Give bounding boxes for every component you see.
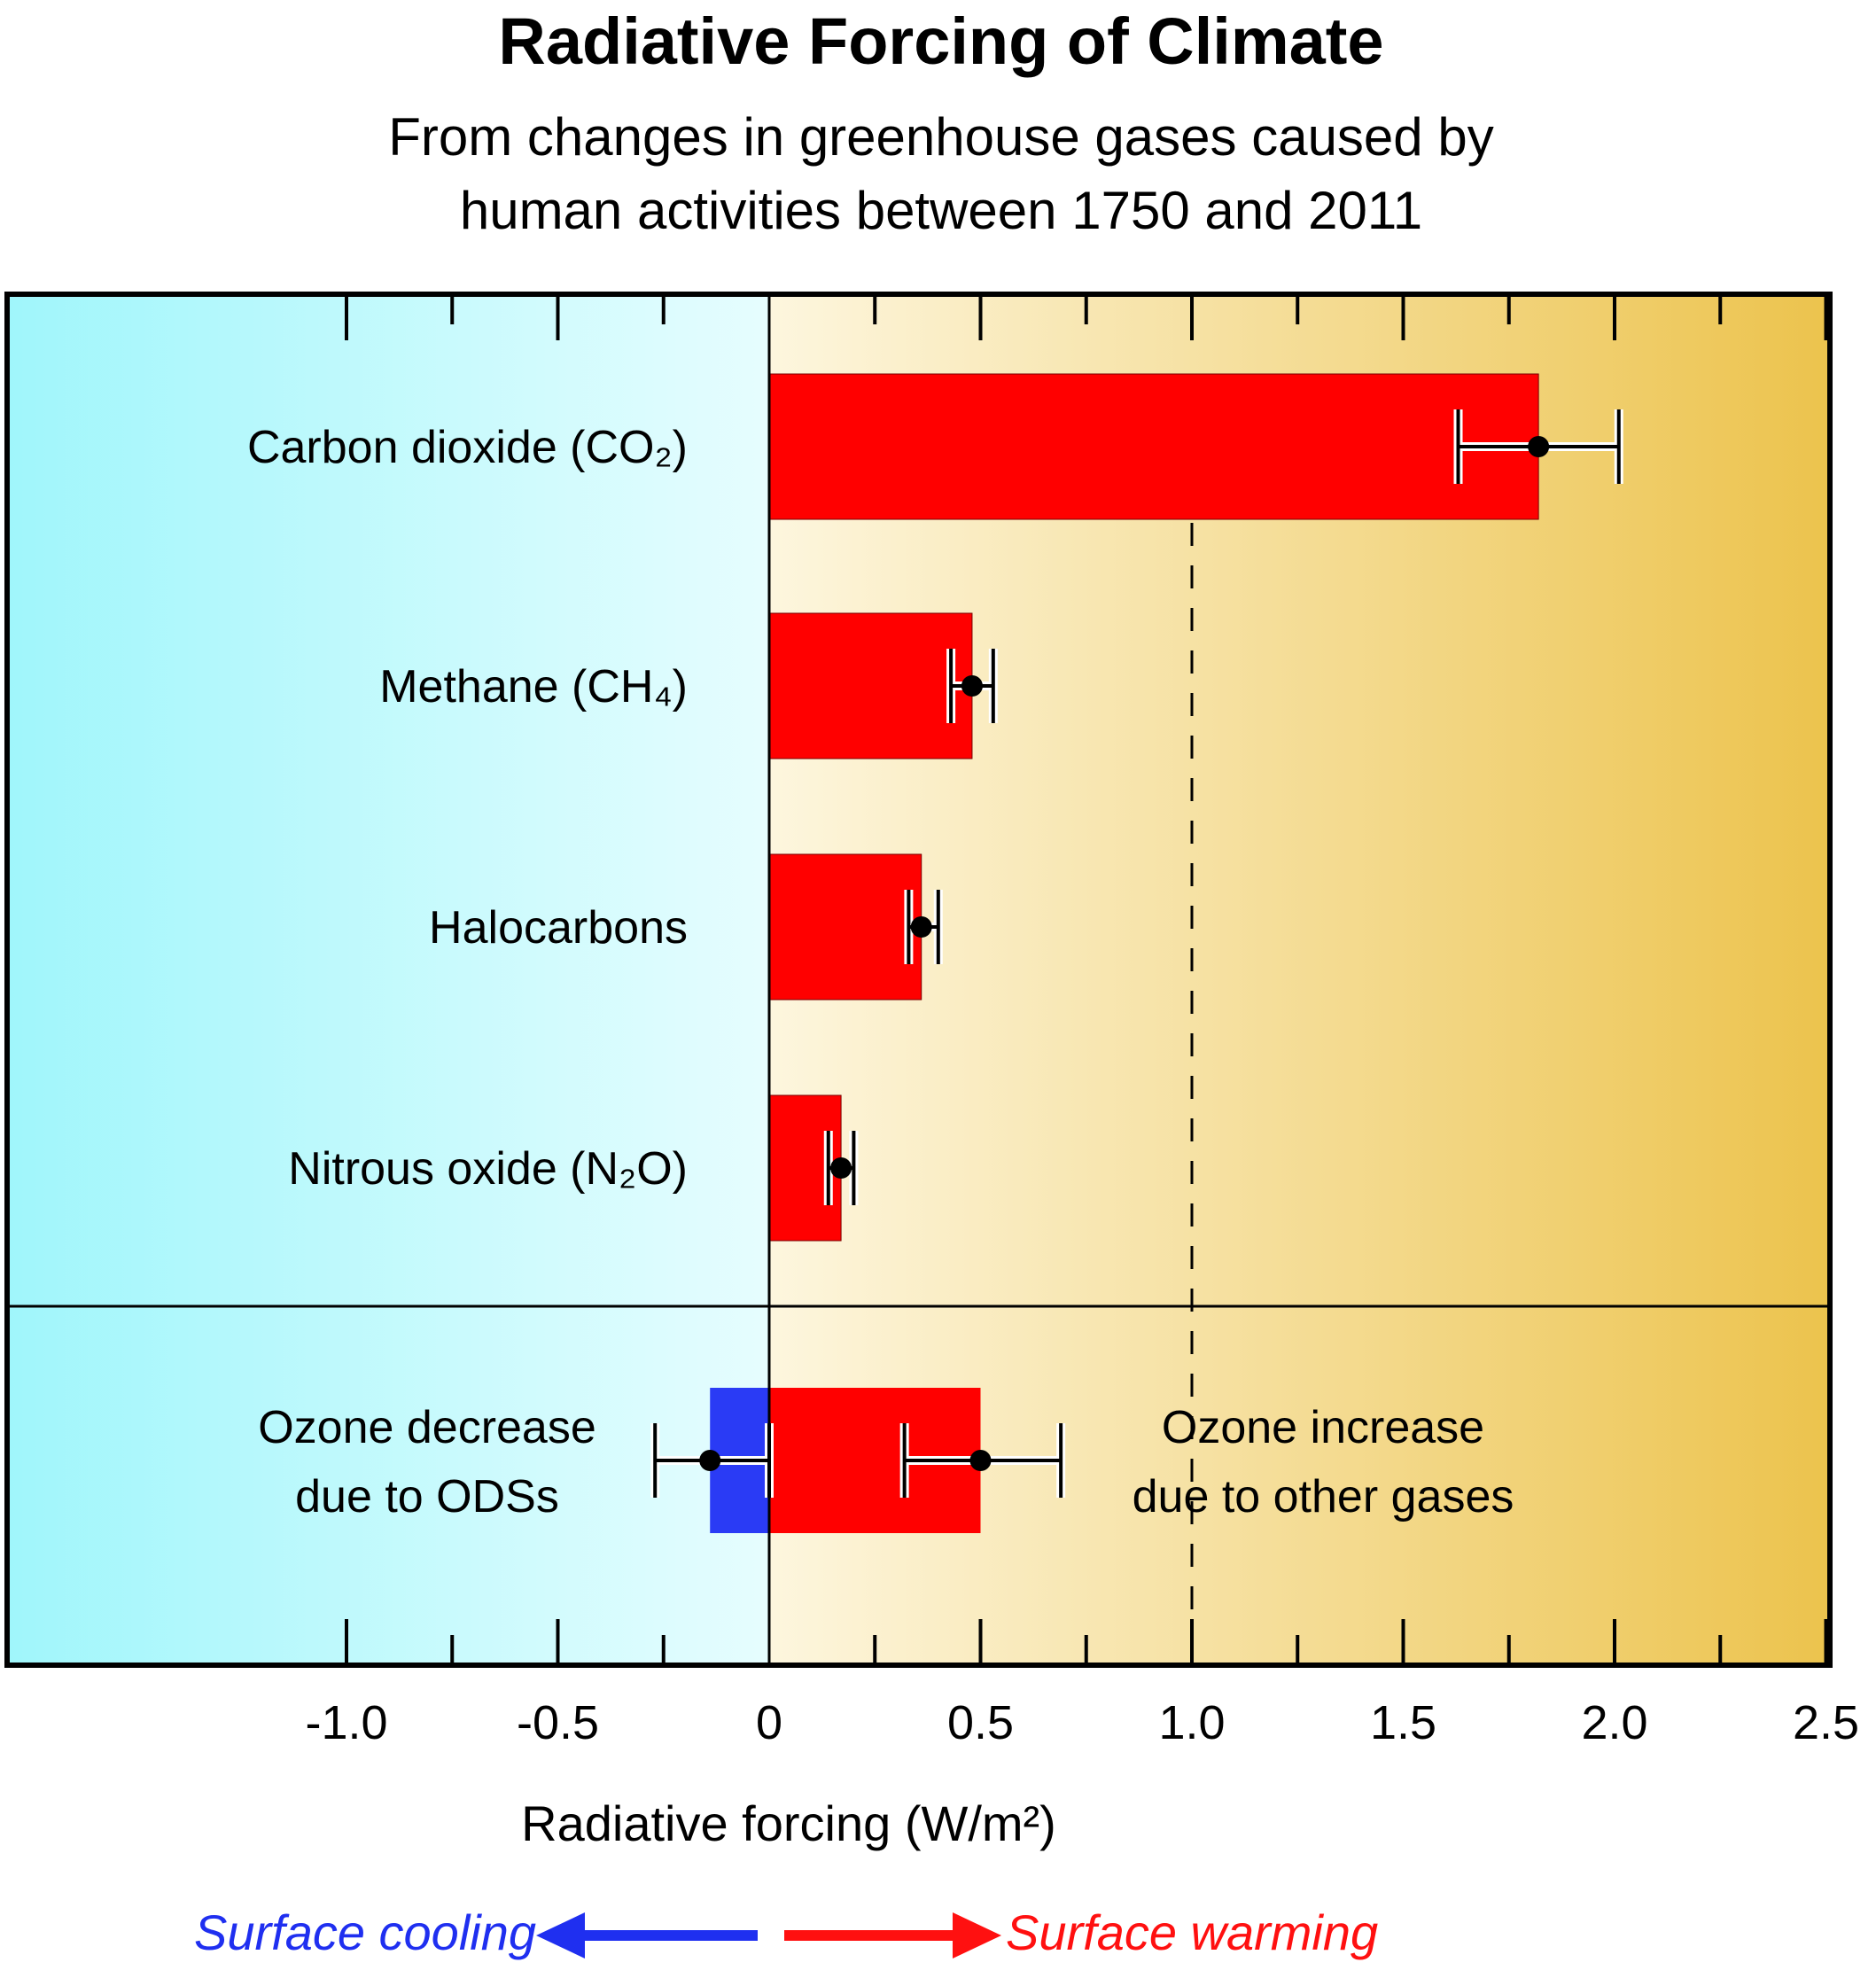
plot-background-negative	[7, 294, 769, 1665]
error-center-point	[699, 1450, 721, 1471]
error-center-point	[1528, 436, 1550, 457]
category-label: Halocarbons	[429, 902, 688, 954]
error-center-point	[961, 675, 983, 697]
x-tick-label: 1.0	[1158, 1696, 1225, 1749]
x-tick-label: 2.5	[1793, 1696, 1859, 1749]
x-tick-label: 1.5	[1370, 1696, 1436, 1749]
bar	[768, 373, 1539, 520]
x-axis-title: Radiative forcing (W/m²)	[521, 1795, 1056, 1851]
category-label: Carbon dioxide (CO₂)	[247, 422, 688, 473]
x-tick-label: 0.5	[947, 1696, 1014, 1749]
plot-frame	[4, 292, 1833, 1668]
x-tick-label: 2.0	[1581, 1696, 1647, 1749]
x-tick-label: 0	[756, 1696, 782, 1749]
error-center-point	[910, 916, 932, 938]
legend-warming-arrowhead	[953, 1912, 1001, 1959]
legend: Surface cooling Surface warming	[194, 1904, 1378, 1960]
category-label: Nitrous oxide (N₂O)	[288, 1143, 688, 1195]
ozone-decrease-label: due to ODSs	[295, 1471, 559, 1522]
error-bar	[946, 649, 998, 723]
ozone-increase-label: Ozone increase	[1162, 1402, 1484, 1453]
chart-title: Radiative Forcing of Climate	[498, 4, 1383, 78]
x-tick-label: -1.0	[305, 1696, 387, 1749]
legend-warming-label: Surface warming	[1006, 1904, 1378, 1960]
legend-cooling-label: Surface cooling	[194, 1904, 536, 1960]
ozone-increase-label: due to other gases	[1133, 1471, 1514, 1522]
error-center-point	[830, 1157, 852, 1179]
bar	[768, 612, 973, 759]
error-bar	[1453, 409, 1623, 484]
x-tick-label: -0.5	[517, 1696, 599, 1749]
error-bar	[823, 1131, 859, 1205]
error-bar	[904, 890, 943, 964]
legend-cooling-arrowhead	[536, 1912, 585, 1959]
error-center-point	[969, 1450, 992, 1471]
category-label: Methane (CH₄)	[379, 661, 688, 713]
chart-subtitle-line-1: From changes in greenhouse gases caused …	[388, 107, 1493, 167]
bar	[768, 853, 922, 1001]
ozone-decrease-label: Ozone decrease	[258, 1402, 596, 1453]
error-bar	[899, 1423, 1066, 1498]
chart-subtitle-line-2: human activities between 1750 and 2011	[460, 181, 1422, 240]
